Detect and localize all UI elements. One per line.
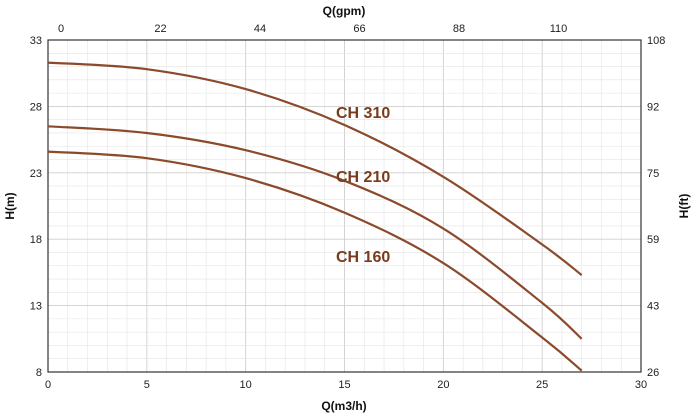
y2-tick-label: 75 — [647, 168, 659, 180]
x-tick-label: 10 — [240, 379, 252, 391]
x2-tick-label: 22 — [154, 23, 166, 35]
y2-tick-label: 43 — [647, 301, 659, 313]
series-line-ch310 — [47, 61, 583, 276]
x2-tick-label: 66 — [353, 23, 365, 35]
series-label-ch160: CH 160 — [336, 249, 390, 266]
series-line-ch160 — [47, 150, 583, 372]
x2-tick-label: 110 — [550, 23, 568, 35]
series-label-ch210: CH 210 — [336, 169, 390, 186]
x2-tick-label: 0 — [58, 23, 64, 35]
x-tick-label: 5 — [144, 379, 150, 391]
x-tick-label: 0 — [45, 379, 51, 391]
x-tick-label: 15 — [338, 379, 350, 391]
x-tick-label: 30 — [635, 379, 647, 391]
y2-tick-label: 26 — [647, 367, 659, 379]
y-tick-label: 13 — [30, 301, 42, 313]
y2-axis-title: H(ft) — [677, 194, 691, 219]
x-axis-title: Q(m3/h) — [321, 399, 366, 413]
plot-frame — [47, 39, 642, 373]
series-label-ch310: CH 310 — [336, 105, 390, 122]
tick-labels: 0 5 10 15 20 25 30 8 13 18 23 28 33 0 22 44 66 88 110 26 43 5… — [30, 23, 666, 391]
x2-tick-label: 88 — [453, 23, 465, 35]
y-axis-title: H(m) — [3, 192, 17, 219]
x2-axis-title: Q(gpm) — [323, 4, 366, 18]
y2-tick-label: 92 — [647, 101, 659, 113]
x-tick-label: 25 — [536, 379, 548, 391]
y-tick-label: 28 — [30, 101, 42, 113]
y-tick-label: 18 — [30, 234, 42, 246]
x2-tick-label: 44 — [254, 23, 266, 35]
y-tick-label: 33 — [30, 35, 42, 47]
grid — [48, 40, 641, 372]
series-line-ch210 — [47, 125, 583, 340]
x-tick-label: 20 — [437, 379, 449, 391]
y2-tick-label: 108 — [647, 35, 665, 47]
y-tick-label: 23 — [30, 168, 42, 180]
y-tick-label: 8 — [36, 367, 42, 379]
y2-tick-label: 59 — [647, 234, 659, 246]
curves — [47, 61, 583, 372]
